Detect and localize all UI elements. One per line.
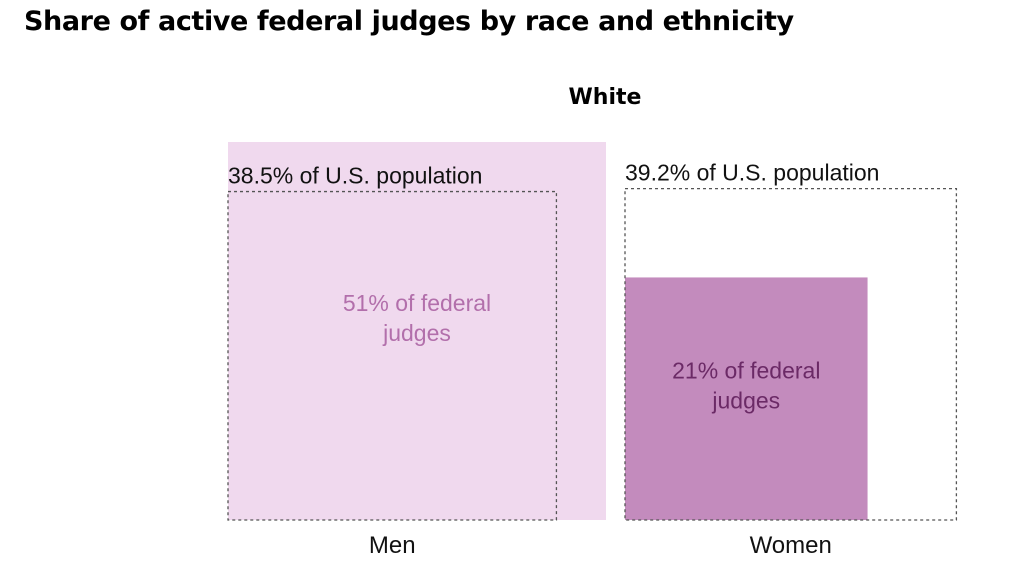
population-outlines-layer	[227, 187, 958, 521]
category-label-women: Women	[750, 532, 832, 559]
population-label-women: 39.2% of U.S. population	[625, 160, 879, 186]
labels-layer: 38.5% of U.S. population 51% of federal ju…	[228, 160, 879, 559]
chart-title: Share of active federal judges by race a…	[24, 6, 794, 37]
category-label-men: Men	[369, 532, 416, 559]
judges-label-men: 51% of federal judges	[343, 290, 491, 346]
population-outline-men	[227, 190, 558, 521]
judges-label-women: 21% of federal judges	[672, 358, 820, 414]
judges-squares-layer	[228, 142, 868, 520]
population-outline-women	[624, 187, 958, 521]
judges-square-women	[625, 277, 868, 520]
chart-subtitle: White	[568, 85, 642, 110]
judges-square-men	[228, 142, 606, 520]
population-label-men: 38.5% of U.S. population	[228, 163, 482, 189]
